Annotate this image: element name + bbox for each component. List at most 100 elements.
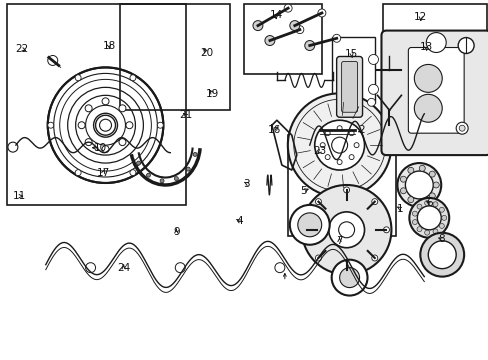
Circle shape xyxy=(339,268,359,288)
Circle shape xyxy=(146,173,150,177)
Bar xyxy=(288,135,395,235)
Text: 14: 14 xyxy=(269,10,282,20)
Circle shape xyxy=(274,263,285,273)
Circle shape xyxy=(8,142,18,152)
Circle shape xyxy=(130,170,136,176)
Circle shape xyxy=(408,198,448,238)
Text: 15: 15 xyxy=(345,49,358,59)
Circle shape xyxy=(411,211,417,216)
Circle shape xyxy=(289,205,329,245)
Circle shape xyxy=(343,187,349,193)
Circle shape xyxy=(48,122,54,128)
FancyBboxPatch shape xyxy=(336,57,362,117)
Circle shape xyxy=(383,227,388,233)
Circle shape xyxy=(160,179,164,183)
Circle shape xyxy=(418,199,425,204)
Circle shape xyxy=(368,84,378,94)
Circle shape xyxy=(174,177,178,181)
Circle shape xyxy=(295,26,303,33)
Text: 18: 18 xyxy=(102,41,116,50)
Text: 5: 5 xyxy=(300,186,306,196)
Bar xyxy=(7,4,185,205)
Text: 2: 2 xyxy=(357,125,364,135)
Circle shape xyxy=(418,165,425,171)
Circle shape xyxy=(368,54,378,64)
Circle shape xyxy=(428,171,434,177)
Text: 24: 24 xyxy=(117,263,130,273)
Text: 22: 22 xyxy=(15,44,28,54)
Circle shape xyxy=(332,34,340,42)
Circle shape xyxy=(252,21,263,31)
Bar xyxy=(244,4,322,74)
Circle shape xyxy=(336,126,342,131)
FancyBboxPatch shape xyxy=(381,31,488,155)
Circle shape xyxy=(397,163,440,207)
Circle shape xyxy=(317,9,325,17)
Circle shape xyxy=(297,213,321,237)
Circle shape xyxy=(455,122,467,134)
Circle shape xyxy=(353,143,358,148)
Circle shape xyxy=(424,230,429,235)
Circle shape xyxy=(264,36,274,45)
Circle shape xyxy=(287,93,390,197)
Circle shape xyxy=(85,263,95,273)
Circle shape xyxy=(416,206,440,230)
Circle shape xyxy=(331,260,367,296)
Circle shape xyxy=(438,207,444,212)
Circle shape xyxy=(186,167,190,171)
Circle shape xyxy=(75,75,81,81)
Circle shape xyxy=(407,197,413,203)
Text: 1: 1 xyxy=(396,204,403,214)
Circle shape xyxy=(284,4,291,12)
Circle shape xyxy=(78,122,85,129)
Circle shape xyxy=(405,171,432,199)
Circle shape xyxy=(48,55,58,66)
Circle shape xyxy=(427,241,455,269)
Circle shape xyxy=(432,202,437,207)
Text: 12: 12 xyxy=(413,12,427,22)
Circle shape xyxy=(130,75,136,81)
Circle shape xyxy=(119,105,126,112)
Circle shape xyxy=(85,105,92,112)
Circle shape xyxy=(458,125,464,131)
Circle shape xyxy=(102,146,109,153)
Circle shape xyxy=(343,267,349,273)
Circle shape xyxy=(193,152,197,156)
Text: 21: 21 xyxy=(179,111,192,121)
Circle shape xyxy=(416,227,421,231)
Circle shape xyxy=(315,199,321,204)
Circle shape xyxy=(457,37,473,54)
Text: 7: 7 xyxy=(335,236,342,246)
Circle shape xyxy=(119,139,126,145)
Circle shape xyxy=(303,227,309,233)
Text: 3: 3 xyxy=(243,179,250,189)
Text: 16: 16 xyxy=(267,125,281,135)
FancyBboxPatch shape xyxy=(407,48,463,133)
Bar xyxy=(331,37,374,103)
Circle shape xyxy=(407,167,413,173)
Circle shape xyxy=(384,59,394,69)
Circle shape xyxy=(304,41,314,50)
Circle shape xyxy=(400,176,406,182)
Circle shape xyxy=(136,161,140,165)
Circle shape xyxy=(289,21,299,31)
Text: 17: 17 xyxy=(97,168,110,178)
Circle shape xyxy=(301,185,390,275)
Circle shape xyxy=(75,170,81,176)
Circle shape xyxy=(85,139,92,145)
Circle shape xyxy=(400,188,406,194)
Circle shape xyxy=(424,201,429,206)
Circle shape xyxy=(371,255,377,261)
Circle shape xyxy=(432,182,438,188)
Text: 23: 23 xyxy=(313,146,326,156)
Text: 4: 4 xyxy=(236,216,243,226)
Circle shape xyxy=(325,154,329,159)
Circle shape xyxy=(157,122,163,128)
Circle shape xyxy=(367,98,375,106)
Circle shape xyxy=(348,154,353,159)
Circle shape xyxy=(426,32,446,53)
Circle shape xyxy=(348,131,353,136)
Circle shape xyxy=(420,233,463,276)
Text: 20: 20 xyxy=(200,48,213,58)
Text: 13: 13 xyxy=(419,42,432,52)
